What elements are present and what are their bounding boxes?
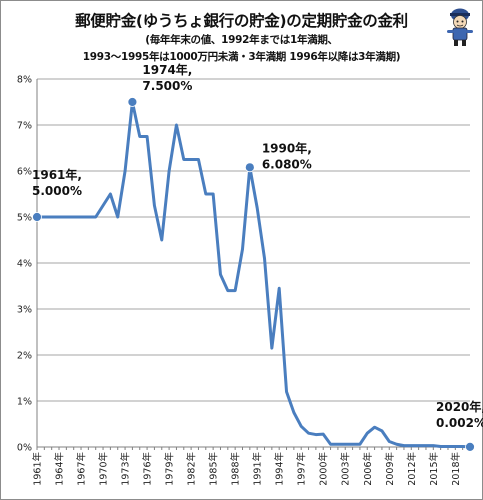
annotation-label: 1961年,	[32, 167, 82, 182]
x-tick-label: 1961年	[32, 452, 44, 486]
y-tick-label: 1%	[17, 397, 32, 408]
y-tick-label: 8%	[17, 75, 32, 86]
annotation-marker	[244, 162, 255, 173]
annotation-label: 6.080%	[262, 157, 312, 171]
series-layer	[35, 100, 472, 449]
chart-title: 郵便貯金(ゆうちょ銀行の貯金)の定期貯金の金利	[75, 12, 408, 30]
x-tick-label: 2015年	[428, 452, 440, 486]
x-tick-label: 1970年	[98, 452, 110, 486]
x-tick-label: 2009年	[384, 452, 396, 486]
x-tick-labels: 1961年 1964年 1967年 1970年 1973年 1976年 1979年 1982年…	[32, 452, 462, 486]
series-line	[35, 100, 472, 449]
x-tick-label: 1988年	[230, 452, 242, 486]
y-tick-label: 5%	[17, 213, 32, 224]
x-tick-label: 2018年	[450, 452, 462, 486]
y-tick-label: 0%	[17, 443, 32, 454]
x-tick-label: 2006年	[362, 452, 374, 486]
x-tick-label: 1985年	[208, 452, 220, 486]
annotations: 1961年, 5.000% 1974年, 7.500% 1990年, 6.080% 2020…	[32, 62, 483, 452]
annotation-label: 7.500%	[142, 79, 192, 93]
x-tick-label: 1973年	[120, 452, 132, 486]
y-tick-labels: 0% 1% 2% 3% 4% 5% 6% 7% 8%	[17, 75, 32, 454]
y-tick-label: 2%	[17, 351, 32, 362]
y-tick-label: 6%	[17, 167, 32, 178]
x-tick-label: 2012年	[406, 452, 418, 486]
x-tick-label: 1997年	[296, 452, 308, 486]
annotation-label: 2020年,	[436, 399, 483, 414]
annotation-label: 5.000%	[32, 184, 82, 198]
annotation-label: 0.002%	[436, 416, 483, 430]
annotation-marker	[127, 97, 138, 107]
annotation-marker	[465, 442, 475, 452]
annotation-label: 1990年,	[262, 140, 312, 155]
annotation-marker	[32, 212, 42, 222]
x-tick-label: 2003年	[340, 452, 352, 486]
y-tick-label: 3%	[17, 305, 32, 316]
x-tick-label: 1994年	[274, 452, 286, 486]
chart-subtitle-line-1: (毎年年末の値、1992年までは1年満期、	[145, 34, 338, 46]
mascot-icon	[447, 8, 473, 46]
chart-subtitle-line-2: 1993〜1995年は1000万円未満・3年満期 1996年以降は3年満期)	[82, 51, 401, 63]
gridlines	[37, 78, 470, 402]
y-tick-label: 7%	[17, 121, 32, 132]
y-tick-label: 4%	[17, 259, 32, 270]
axes	[36, 79, 471, 450]
x-tick-label: 1982年	[186, 452, 198, 486]
x-tick-label: 1991年	[252, 452, 264, 486]
x-tick-label: 2000年	[318, 452, 330, 486]
annotation-label: 1974年,	[142, 62, 192, 77]
x-tick-label: 1964年	[54, 452, 66, 486]
x-tick-label: 1967年	[76, 452, 88, 486]
x-tick-label: 1976年	[142, 452, 154, 486]
x-tick-label: 1979年	[164, 452, 176, 486]
